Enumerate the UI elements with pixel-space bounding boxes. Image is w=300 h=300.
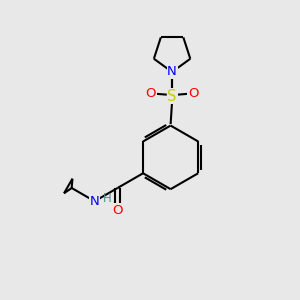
Text: O: O	[146, 87, 156, 100]
Text: O: O	[188, 87, 199, 100]
Text: O: O	[112, 204, 123, 217]
Text: H: H	[103, 192, 111, 206]
Text: N: N	[90, 195, 100, 208]
Text: N: N	[167, 65, 177, 79]
Text: S: S	[167, 88, 177, 104]
